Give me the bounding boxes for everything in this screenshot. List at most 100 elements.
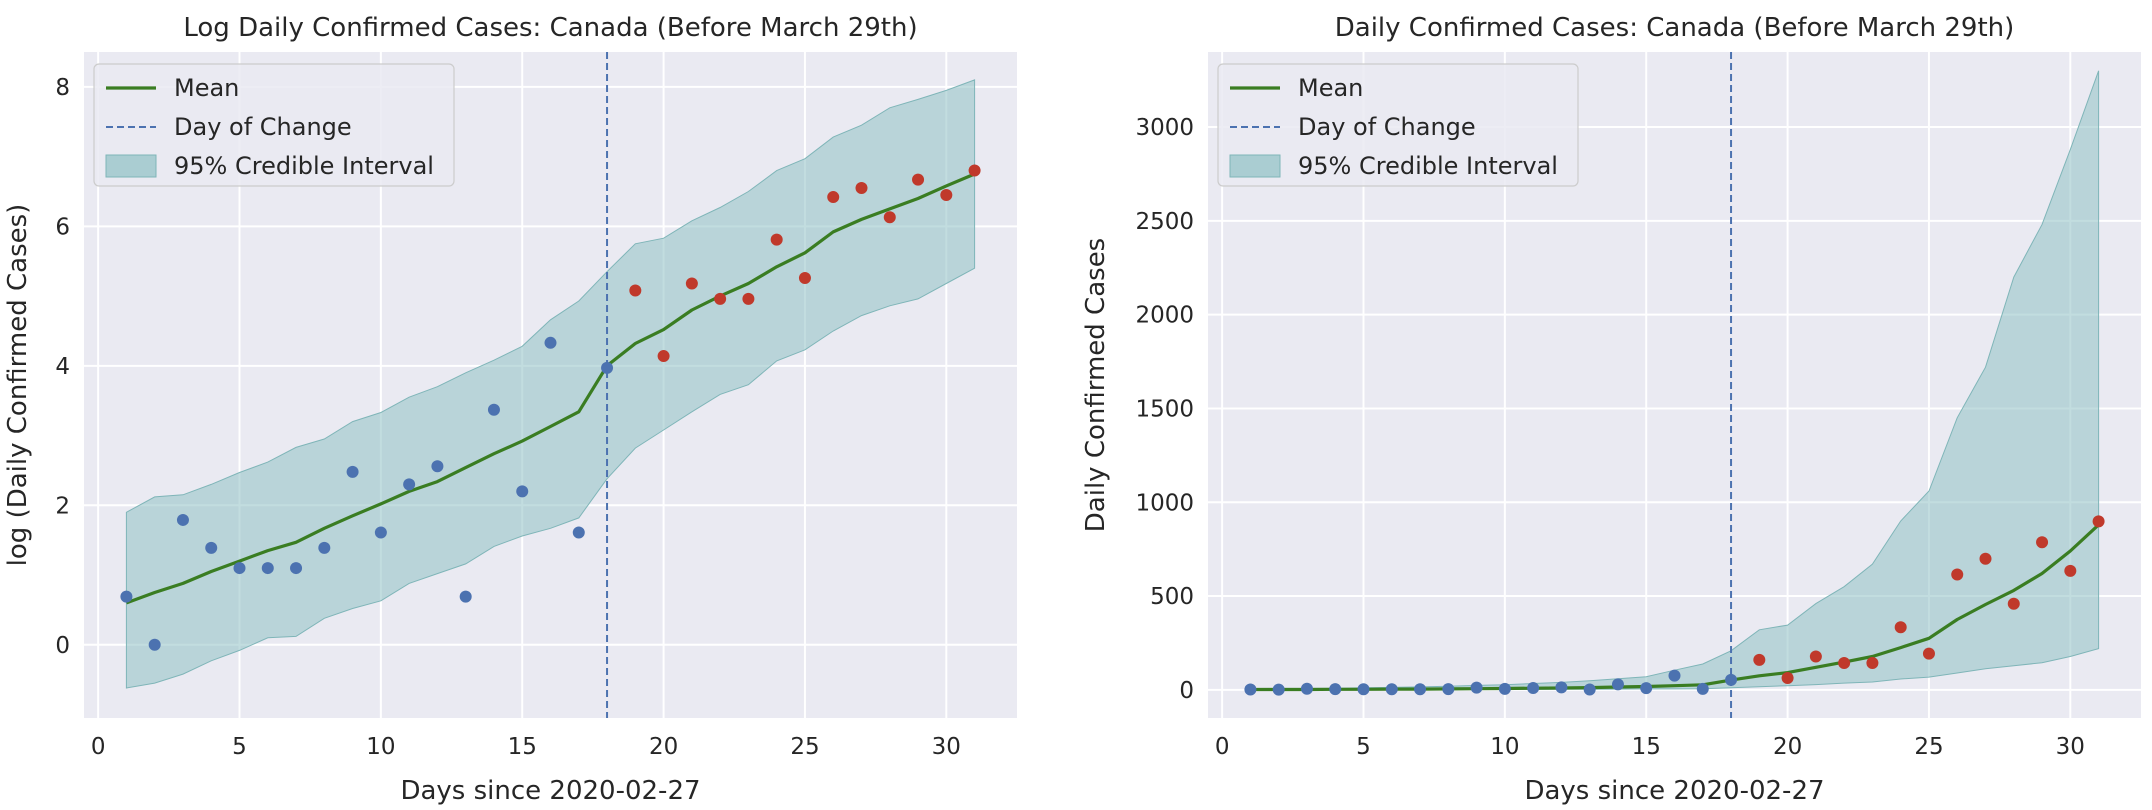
observed-point-after <box>657 350 670 363</box>
x-axis-label: Days since 2020-02-27 <box>400 776 700 806</box>
observed-point-before <box>318 541 331 554</box>
x-tick-label: 30 <box>2056 734 2085 760</box>
observed-point-before <box>1357 683 1370 696</box>
observed-point-after <box>770 233 783 246</box>
observed-point-before <box>205 541 218 554</box>
observed-point-after <box>1781 672 1794 685</box>
y-tick-label: 0 <box>55 633 70 659</box>
y-tick-label: 3000 <box>1135 115 1194 141</box>
log-cases-chart: 0 5 10 15 20 25 30 0 2 4 6 8 Log Daily Confirmed Cas… <box>3 13 1017 806</box>
observed-point-before <box>431 460 444 473</box>
observed-point-before <box>1414 683 1427 696</box>
observed-point-after <box>685 277 698 290</box>
observed-point-before <box>148 638 161 651</box>
observed-point-before <box>1470 681 1483 694</box>
observed-point-after <box>1922 647 1935 660</box>
observed-point-before <box>374 526 387 539</box>
x-tick-label: 5 <box>1356 734 1371 760</box>
observed-point-after <box>827 191 840 204</box>
observed-point-before <box>1527 681 1540 694</box>
x-tick-label: 10 <box>1490 734 1519 760</box>
chart-title: Log Daily Confirmed Cases: Canada (Befor… <box>183 13 917 43</box>
observed-point-after <box>2092 515 2105 528</box>
x-tick-label: 30 <box>932 734 961 760</box>
observed-point-before <box>1583 683 1596 696</box>
observed-point-after <box>883 211 896 224</box>
observed-point-after <box>714 292 727 305</box>
observed-point-before <box>1329 683 1342 696</box>
observed-point-after <box>1838 657 1851 670</box>
observed-point-before <box>601 361 614 374</box>
legend-frame <box>93 63 455 187</box>
x-tick-label: 0 <box>1215 734 1230 760</box>
legend-ci-swatch <box>1229 154 1281 178</box>
legend-mean-label: Mean <box>1298 74 1363 102</box>
x-tick-label: 5 <box>232 734 247 760</box>
observed-point-after <box>2036 536 2049 549</box>
observed-point-after <box>1951 568 1964 581</box>
observed-point-before <box>1725 673 1738 686</box>
observed-point-before <box>1611 678 1624 691</box>
observed-point-before <box>544 336 557 349</box>
observed-point-before <box>1385 683 1398 696</box>
y-axis-label: log (Daily Confirmed Cases) <box>3 204 33 567</box>
observed-point-before <box>1442 683 1455 696</box>
x-tick-label: 25 <box>1914 734 1943 760</box>
legend-change-label: Day of Change <box>174 113 352 141</box>
y-tick-label: 1000 <box>1135 490 1194 516</box>
observed-point-after <box>629 284 642 297</box>
chart-title: Daily Confirmed Cases: Canada (Before Ma… <box>1335 13 2015 43</box>
observed-point-after <box>940 188 953 201</box>
y-tick-label: 1500 <box>1135 396 1194 422</box>
x-tick-label: 20 <box>1773 734 1802 760</box>
observed-point-after <box>742 292 755 305</box>
legend-change-label: Day of Change <box>1298 113 1476 141</box>
x-tick-label: 25 <box>790 734 819 760</box>
observed-point-after <box>912 173 925 186</box>
y-tick-label: 500 <box>1150 584 1194 610</box>
y-tick-label: 2 <box>55 493 70 519</box>
observed-point-after <box>2064 564 2077 577</box>
y-tick-label: 8 <box>55 75 70 101</box>
observed-point-before <box>261 562 274 575</box>
legend-mean-label: Mean <box>174 74 239 102</box>
observed-point-before <box>1272 683 1285 696</box>
observed-point-before <box>572 526 585 539</box>
daily-cases-chart: 0 5 10 15 20 25 30 0 500 1000 1500 2000 2500 3000 Dail… <box>1081 13 2141 806</box>
observed-point-before <box>120 590 133 603</box>
observed-point-after <box>2007 597 2020 610</box>
observed-point-after <box>1866 657 1879 670</box>
observed-point-before <box>1555 681 1568 694</box>
y-tick-label: 6 <box>55 214 70 240</box>
legend-frame <box>1217 63 1579 187</box>
observed-point-after <box>1894 621 1907 634</box>
observed-point-before <box>233 562 246 575</box>
legend-ci-swatch <box>105 154 157 178</box>
x-tick-label: 10 <box>366 734 395 760</box>
observed-point-after <box>1809 650 1822 663</box>
observed-point-before <box>516 485 529 498</box>
legend-ci-label: 95% Credible Interval <box>174 152 434 180</box>
x-tick-label: 15 <box>1632 734 1661 760</box>
observed-point-before <box>403 478 416 491</box>
observed-point-before <box>459 590 472 603</box>
observed-point-before <box>1498 682 1511 695</box>
observed-point-before <box>1300 682 1313 695</box>
observed-point-after <box>1979 552 1992 565</box>
observed-point-before <box>1696 682 1709 695</box>
observed-point-before <box>1640 682 1653 695</box>
observed-point-after <box>798 271 811 284</box>
observed-point-after <box>855 181 868 194</box>
observed-point-before <box>176 513 189 526</box>
x-axis-label: Days since 2020-02-27 <box>1524 776 1824 806</box>
legend: Mean Day of Change 95% Credible Interval <box>93 63 455 187</box>
observed-point-before <box>1668 669 1681 682</box>
observed-point-before <box>1244 683 1257 696</box>
credible-interval-band <box>125 79 976 689</box>
observed-point-before <box>346 465 359 478</box>
x-tick-label: 15 <box>508 734 537 760</box>
legend-ci-label: 95% Credible Interval <box>1298 152 1558 180</box>
x-tick-label: 20 <box>649 734 678 760</box>
x-tick-label: 0 <box>91 734 106 760</box>
